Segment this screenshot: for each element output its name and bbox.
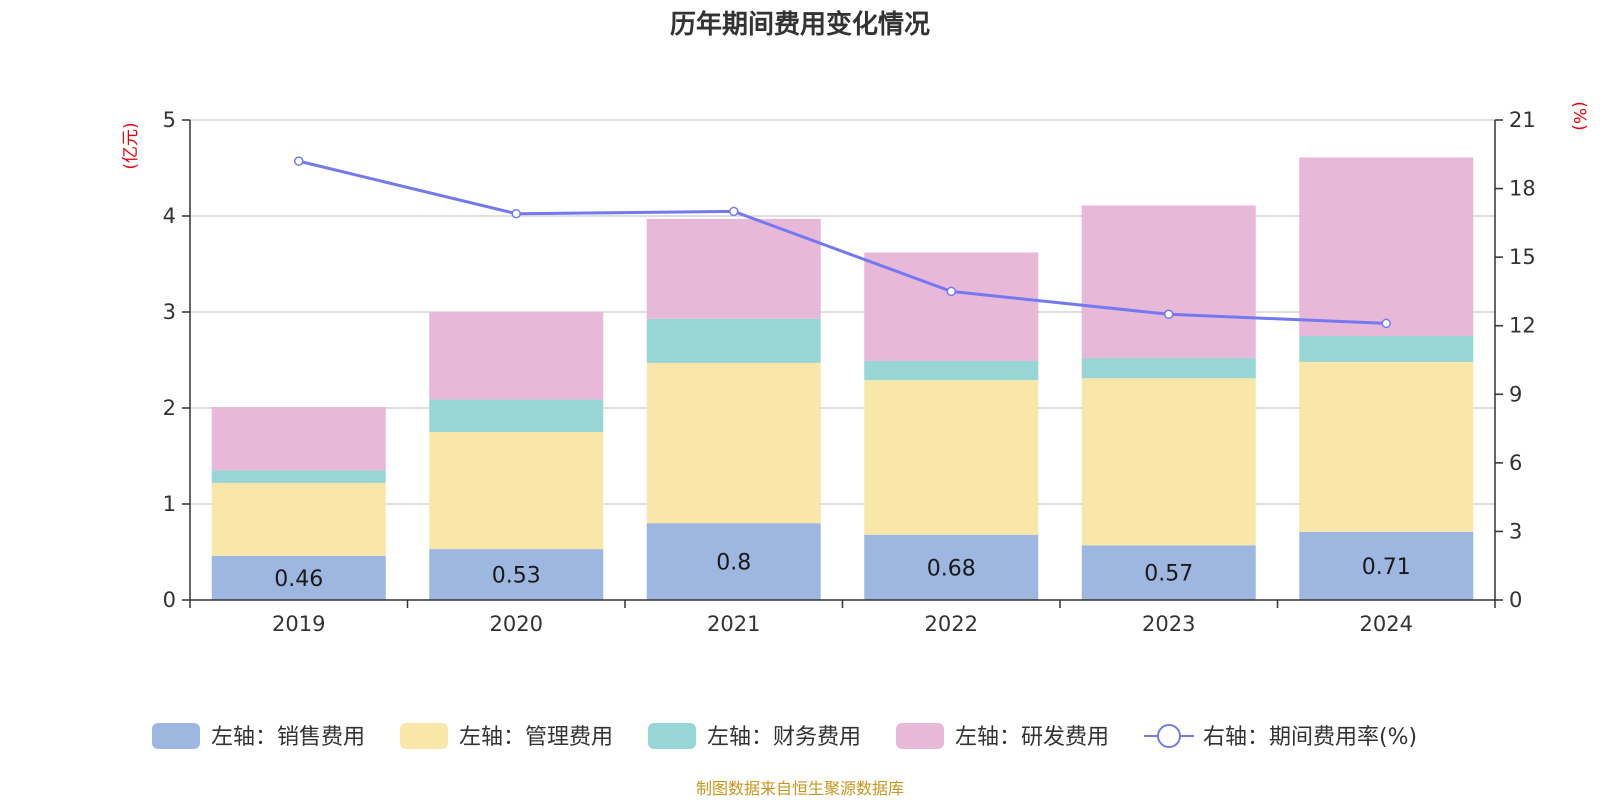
bar-segment-4 <box>429 312 604 400</box>
source-note: 制图数据来自恒生聚源数据库 <box>696 779 904 798</box>
left-axis-tick-label: 5 <box>163 108 176 132</box>
legend-label: 左轴：销售费用 <box>211 725 365 750</box>
bar-segment-2 <box>429 432 604 550</box>
legend-label: 左轴：研发费用 <box>955 725 1109 750</box>
legend-label: 左轴：财务费用 <box>707 725 861 750</box>
bar-data-label: 0.71 <box>1362 555 1411 580</box>
bar-segment-3 <box>646 318 821 363</box>
left-axis-unit: (亿元) <box>121 122 141 169</box>
grid-lines <box>190 119 1495 505</box>
legend-swatch <box>152 723 200 749</box>
right-axis-tick-label: 6 <box>1509 451 1522 475</box>
left-axis-tick-label: 1 <box>163 492 176 516</box>
bar-segment-3 <box>864 360 1039 381</box>
bar-segment-2 <box>1081 378 1256 546</box>
legend-label: 左轴：管理费用 <box>459 725 613 750</box>
bar-segment-2 <box>1299 361 1474 532</box>
bar-segment-1 <box>864 534 1039 600</box>
legend-swatch <box>648 723 696 749</box>
bar-segment-4 <box>1081 205 1256 359</box>
left-axis-tick-label: 0 <box>163 588 176 612</box>
bar-segment-2 <box>211 482 386 556</box>
right-axis-tick-label: 18 <box>1509 177 1536 201</box>
bar-segment-3 <box>1081 358 1256 379</box>
left-axis-tick-label: 4 <box>163 204 176 228</box>
legend-swatch <box>896 723 944 749</box>
bar-segment-4 <box>646 218 821 319</box>
right-axis-tick-label: 21 <box>1509 108 1536 132</box>
x-axis-tick-label: 2021 <box>707 612 760 636</box>
right-axis-tick-label: 3 <box>1509 519 1522 543</box>
right-axis-tick-label: 0 <box>1509 588 1522 612</box>
chart-title: 历年期间费用变化情况 <box>670 9 930 40</box>
line-point <box>729 206 739 217</box>
bar-segment-3 <box>211 470 386 483</box>
bar-data-label: 0.53 <box>492 564 541 589</box>
bar-segment-3 <box>1299 336 1474 362</box>
line-path <box>298 159 1387 325</box>
bar-segment-4 <box>211 407 386 471</box>
bar-segment-4 <box>1299 157 1474 336</box>
right-axis-unit: (%) <box>1569 101 1589 130</box>
line-point <box>1381 318 1391 329</box>
bar-segment-1 <box>429 549 604 600</box>
legend: 左轴：销售费用 左轴：管理费用 左轴：财务费用 左轴：研发费用 右轴：期间费用率(%) <box>152 723 1417 750</box>
legend-swatch <box>400 723 448 749</box>
bar-segment-1 <box>646 523 821 600</box>
left-axis-tick-label: 3 <box>163 300 176 324</box>
data-labels: 0.46 0.53 0.8 0.68 0.57 0.71 <box>274 551 1410 592</box>
x-axis-tick-label: 2023 <box>1142 612 1195 636</box>
x-axis-tick-label: 2019 <box>272 612 325 636</box>
x-axis-tick-label: 2024 <box>1360 612 1413 636</box>
bar-data-label: 0.46 <box>274 567 323 592</box>
line-point <box>1164 309 1174 320</box>
x-axis-tick-label: 2022 <box>925 612 978 636</box>
left-axis-tick-label: 2 <box>163 396 176 420</box>
bar-segment-1 <box>1299 531 1474 600</box>
right-axis-tick-label: 12 <box>1509 314 1536 338</box>
line-series <box>294 156 1391 329</box>
bar-segment-2 <box>864 380 1039 535</box>
legend-label: 右轴：期间费用率(%) <box>1203 725 1417 750</box>
bar-data-label: 0.68 <box>927 556 976 581</box>
bar-segment-1 <box>211 555 386 600</box>
bar-data-label: 0.57 <box>1144 562 1193 587</box>
right-axis-tick-label: 9 <box>1509 382 1522 406</box>
bar-data-label: 0.8 <box>716 551 751 576</box>
line-point <box>946 286 956 297</box>
bar-series <box>211 157 1474 600</box>
line-point <box>294 156 304 166</box>
legend-marker <box>1157 724 1181 748</box>
right-axis-tick-label: 15 <box>1509 245 1536 269</box>
line-point <box>511 208 521 219</box>
bar-segment-2 <box>646 362 821 524</box>
bar-segment-3 <box>429 399 604 432</box>
bar-segment-1 <box>1081 545 1256 600</box>
x-axis-tick-label: 2020 <box>490 612 543 636</box>
